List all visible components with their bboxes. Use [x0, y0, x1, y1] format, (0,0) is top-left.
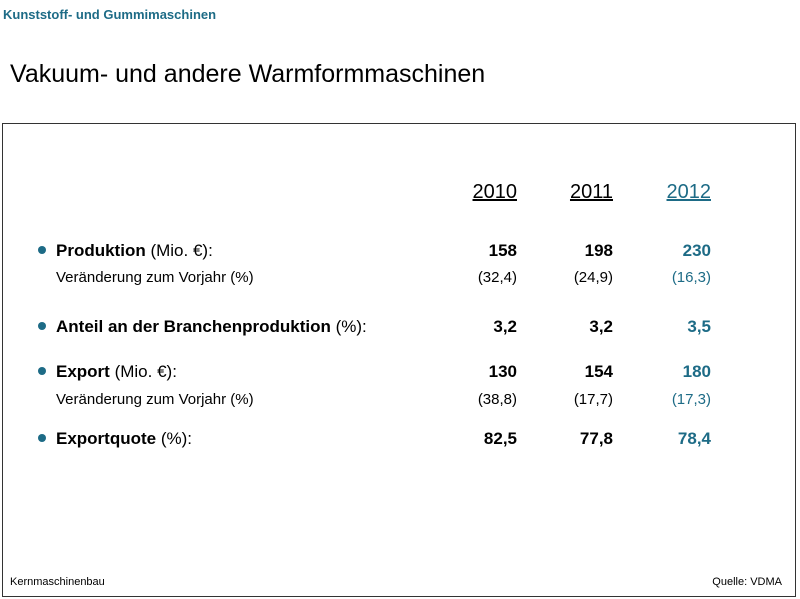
- bullet: [38, 366, 46, 375]
- row-label: Produktion (Mio. €):: [38, 241, 213, 261]
- change-value: (16,3): [671, 269, 711, 286]
- value: 230: [682, 241, 711, 260]
- value: 180: [682, 362, 711, 381]
- value: 130: [488, 362, 517, 381]
- change-value: (32,4): [477, 269, 517, 286]
- value: 82,5: [483, 429, 517, 448]
- value: 3,2: [589, 317, 613, 336]
- slide-title: Vakuum- und andere Warmformmaschinen: [10, 60, 486, 88]
- row-title: Produktion: [56, 241, 146, 260]
- footer-left: Kernmaschinenbau: [10, 576, 105, 588]
- value: 154: [584, 362, 613, 381]
- row-label: Exportquote (%):: [38, 429, 192, 449]
- value: 198: [584, 241, 613, 260]
- row-title: Anteil an der Branchenproduktion: [56, 317, 331, 336]
- column-year: 2012: [666, 181, 712, 203]
- change-value: (24,9): [573, 269, 613, 286]
- row-title: Export: [56, 362, 110, 381]
- row-label: Export (Mio. €):: [38, 362, 177, 382]
- value: 158: [488, 241, 517, 260]
- bullet: [38, 433, 46, 442]
- row-unit: (%):: [160, 429, 193, 448]
- change-value: (17,7): [573, 391, 613, 408]
- change-label: Veränderung zum Vorjahr (%): [56, 391, 254, 408]
- bullet: [38, 321, 46, 330]
- change-value: (17,3): [671, 391, 711, 408]
- content-box: [2, 123, 796, 597]
- row-label: Anteil an der Branchenproduktion (%):: [38, 317, 367, 337]
- section-header: Kunststoff- und Gummimaschinen: [3, 7, 217, 22]
- value: 3,5: [687, 317, 711, 336]
- change-label: Veränderung zum Vorjahr (%): [56, 269, 254, 286]
- value: 3,2: [493, 317, 517, 336]
- row-title: Exportquote: [56, 429, 157, 448]
- value: 78,4: [677, 429, 711, 448]
- value: 77,8: [579, 429, 613, 448]
- row-unit: (Mio. €):: [150, 241, 213, 260]
- column-year: 2010: [472, 181, 518, 203]
- column-year: 2011: [569, 181, 613, 203]
- bullet: [38, 245, 46, 254]
- footer-source: Quelle: VDMA: [712, 576, 782, 588]
- change-value: (38,8): [477, 391, 517, 408]
- row-unit: (Mio. €):: [114, 362, 177, 381]
- row-unit: (%):: [335, 317, 367, 336]
